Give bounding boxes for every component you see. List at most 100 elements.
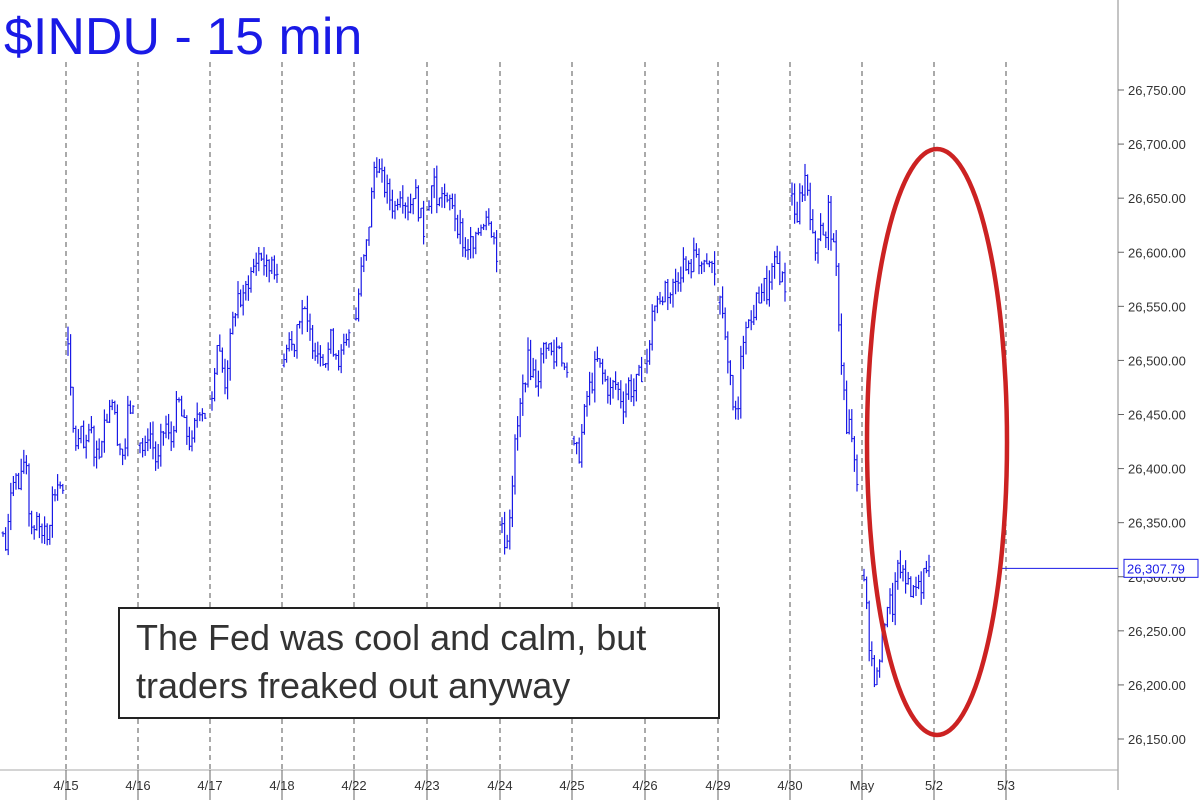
price-bar — [275, 263, 279, 283]
price-bar — [806, 174, 810, 196]
price-bar — [575, 441, 579, 455]
price-bar — [246, 275, 250, 301]
price-bar — [249, 267, 253, 293]
price-bar — [922, 567, 926, 599]
price-bar — [383, 166, 387, 198]
x-tick-label: 4/23 — [414, 778, 439, 793]
price-bar — [640, 356, 644, 383]
price-bar — [676, 272, 680, 292]
price-bar — [61, 483, 65, 494]
x-tick-label: 4/16 — [125, 778, 150, 793]
price-bar — [518, 398, 522, 438]
price-bar — [687, 260, 691, 275]
x-tick-label: 4/17 — [197, 778, 222, 793]
price-bar — [508, 509, 512, 550]
price-bar — [388, 178, 392, 211]
price-bar — [663, 280, 667, 303]
price-bar — [123, 438, 127, 460]
price-bar — [334, 353, 338, 360]
price-bar — [471, 236, 475, 259]
price-bar — [767, 270, 771, 307]
price-bar — [924, 560, 928, 574]
price-bar — [115, 404, 119, 446]
price-bar — [126, 395, 130, 457]
price-bar — [893, 572, 897, 626]
price-bar — [241, 284, 245, 316]
price-bar — [419, 207, 423, 219]
price-bar — [552, 339, 556, 370]
price-bar — [710, 260, 714, 274]
price-bar — [901, 564, 905, 582]
price-bar — [479, 224, 483, 236]
price-bar — [448, 194, 452, 211]
price-bar — [342, 333, 346, 355]
price-bar — [6, 513, 10, 556]
price-bar — [262, 247, 266, 276]
price-bar — [837, 263, 841, 332]
y-tick-label: 26,550.00 — [1128, 299, 1186, 314]
price-bar — [601, 358, 605, 385]
price-bar — [549, 342, 553, 356]
price-bar — [445, 192, 449, 203]
x-tick-label: 4/22 — [341, 778, 366, 793]
price-bar — [608, 377, 612, 405]
price-bar — [919, 571, 923, 605]
price-bar — [403, 202, 407, 219]
x-tick-label: 5/2 — [925, 778, 943, 793]
price-bar — [102, 409, 106, 453]
price-bar — [885, 606, 889, 628]
price-bar — [655, 295, 659, 314]
price-bar — [811, 209, 815, 234]
price-bar — [76, 429, 80, 450]
price-bar — [536, 370, 540, 397]
price-bar — [852, 436, 856, 472]
price-bar — [606, 375, 610, 404]
price-bar — [180, 395, 184, 417]
price-bar — [598, 358, 602, 368]
annotation-text: traders freaked out anyway — [136, 665, 570, 706]
price-bar — [917, 574, 921, 590]
price-bar — [790, 182, 794, 206]
price-bar — [308, 313, 312, 341]
price-bar — [164, 415, 168, 439]
price-bar — [739, 345, 743, 419]
price-bar — [793, 183, 797, 224]
price-bar — [557, 345, 561, 350]
price-bar — [760, 283, 764, 304]
price-bar — [798, 183, 802, 225]
price-bar — [595, 346, 599, 362]
price-bar — [744, 321, 748, 355]
price-bar — [593, 351, 597, 403]
x-tick-label: 4/30 — [777, 778, 802, 793]
price-bar — [713, 251, 717, 286]
price-bar — [778, 251, 782, 286]
price-bar — [898, 550, 902, 579]
axes: 26,150.0026,200.0026,250.0026,300.0026,3… — [0, 0, 1186, 800]
price-bar — [666, 279, 670, 311]
price-bar — [906, 571, 910, 585]
price-bar — [257, 246, 261, 272]
price-bar — [689, 258, 693, 279]
y-tick-label: 26,750.00 — [1128, 83, 1186, 98]
price-bar — [531, 357, 535, 378]
price-bar — [316, 341, 320, 364]
price-bar — [728, 360, 732, 386]
price-bar — [66, 326, 70, 356]
price-bar — [35, 511, 39, 531]
price-bar — [259, 252, 263, 261]
price-bar — [226, 360, 230, 400]
price-bar — [228, 328, 232, 381]
price-bar — [357, 288, 361, 322]
price-bar — [795, 201, 799, 223]
price-bar — [50, 486, 54, 538]
price-bar — [489, 221, 493, 238]
price-bar — [911, 585, 915, 598]
price-bar — [71, 386, 75, 433]
price-bar — [469, 226, 473, 259]
price-bar — [832, 233, 836, 243]
price-bar — [329, 328, 333, 354]
price-bar — [671, 278, 675, 308]
price-bar — [808, 182, 812, 231]
price-bar — [770, 263, 774, 290]
price-bar — [385, 174, 389, 204]
